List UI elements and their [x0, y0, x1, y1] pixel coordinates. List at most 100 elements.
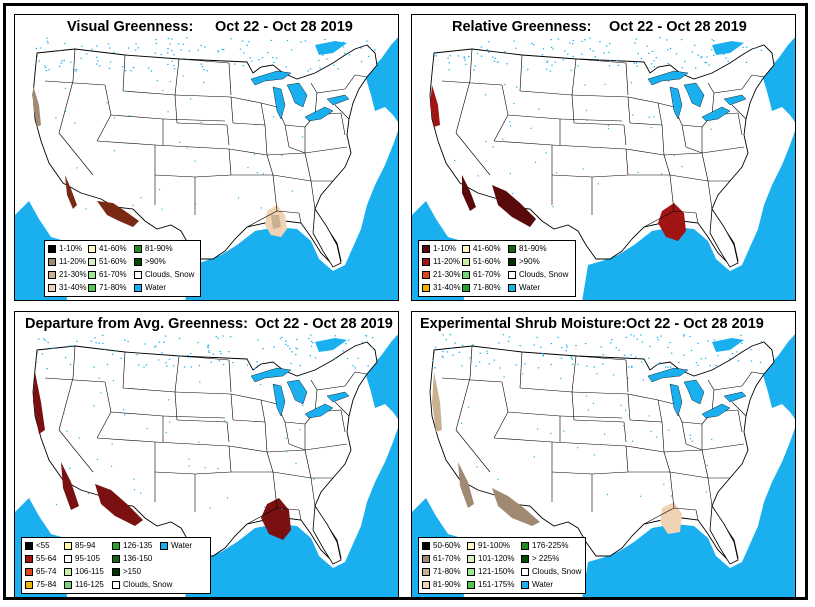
state-border: [110, 411, 164, 417]
state-border: [751, 74, 765, 78]
small-lake: [224, 420, 226, 422]
small-lake: [648, 357, 650, 359]
small-lake: [144, 343, 146, 345]
small-lake: [111, 443, 113, 445]
legend-item: 51-60%: [462, 257, 501, 267]
legend-label: >90%: [145, 257, 166, 266]
state-border: [455, 80, 471, 134]
small-lake: [632, 440, 634, 442]
legend-label: 31-40%: [59, 283, 87, 292]
small-lake: [496, 61, 499, 63]
state-border: [695, 509, 699, 521]
legend-item: <55: [25, 541, 50, 551]
state-border: [551, 471, 593, 475]
small-lake: [167, 48, 169, 50]
small-lake: [370, 48, 372, 50]
legend-swatch: [422, 258, 430, 266]
legend-label: Clouds, Snow: [145, 270, 195, 279]
small-lake: [222, 363, 225, 366]
state-border: [551, 144, 627, 150]
small-lake: [738, 339, 741, 341]
small-lake: [755, 47, 757, 49]
small-lake: [188, 465, 190, 467]
florida: [312, 207, 342, 268]
small-lake: [206, 70, 208, 72]
small-lake: [736, 351, 738, 353]
small-lake: [586, 109, 588, 111]
state-border: [575, 58, 627, 64]
state-border: [228, 62, 232, 96]
legend-swatch: [64, 542, 72, 550]
small-lake: [109, 61, 112, 63]
small-lake: [246, 44, 248, 46]
state-border: [701, 146, 745, 154]
small-lake: [112, 380, 114, 382]
small-lake: [602, 354, 604, 356]
small-lake: [295, 347, 297, 349]
small-lake: [229, 336, 232, 338]
small-lake: [169, 421, 171, 423]
small-lake: [307, 70, 309, 72]
small-lake: [623, 356, 625, 358]
small-lake: [164, 335, 167, 337]
small-lake: [667, 63, 669, 65]
small-lake: [335, 343, 337, 345]
small-lake: [361, 341, 364, 343]
state-border: [174, 355, 180, 393]
vegetation-patch: [61, 462, 79, 510]
small-lake: [678, 361, 680, 364]
small-lake: [572, 39, 574, 42]
legend-label: 126-135: [123, 541, 153, 550]
small-lake: [512, 192, 514, 195]
state-border: [681, 124, 687, 148]
legend-visual: 1-10% 11-20% 21-30% 31-40% 41-60% 51-60% 61-70…: [44, 240, 201, 297]
small-lake: [102, 342, 104, 344]
state-border: [685, 443, 703, 451]
legend-label: 1-10%: [433, 244, 457, 253]
small-lake: [480, 55, 483, 57]
small-lake: [125, 90, 127, 92]
small-lake: [530, 127, 532, 129]
small-lake: [66, 430, 68, 432]
state-border: [228, 148, 268, 156]
state-border: [673, 507, 697, 511]
small-lake: [63, 412, 65, 414]
small-lake: [161, 352, 163, 354]
small-lake: [319, 67, 321, 69]
small-lake: [522, 373, 524, 375]
small-lake: [44, 339, 46, 341]
small-lake: [669, 342, 671, 344]
state-border: [276, 210, 300, 214]
small-lake: [226, 497, 228, 499]
small-lake: [334, 339, 336, 342]
panel-date: Oct 22 - Oct 28 2019: [609, 19, 747, 35]
small-lake: [281, 336, 283, 338]
small-lake: [513, 40, 515, 42]
small-lake: [198, 441, 200, 443]
legend-swatch: [112, 542, 120, 550]
state-border: [469, 345, 473, 379]
small-lake: [447, 57, 449, 59]
small-lake: [248, 41, 250, 43]
small-lake: [560, 357, 563, 359]
legend-item: 21-30%: [422, 270, 461, 280]
small-lake: [546, 60, 549, 62]
small-lake: [302, 136, 304, 138]
legend-label: 136-150: [123, 554, 153, 563]
legend-label: 1-10%: [59, 244, 83, 253]
small-lake: [167, 52, 169, 54]
small-lake: [641, 341, 644, 343]
legend-label: 75-84: [36, 580, 57, 589]
small-lake: [683, 354, 685, 356]
state-border: [441, 80, 503, 86]
small-lake: [371, 347, 374, 349]
small-lake: [69, 467, 71, 469]
small-lake: [154, 161, 156, 164]
small-lake: [717, 355, 719, 357]
small-lake: [669, 366, 672, 368]
state-border: [288, 443, 306, 451]
small-lake: [188, 50, 191, 52]
small-lake: [124, 339, 126, 341]
small-lake: [475, 365, 477, 367]
legend-swatch: [422, 245, 430, 253]
